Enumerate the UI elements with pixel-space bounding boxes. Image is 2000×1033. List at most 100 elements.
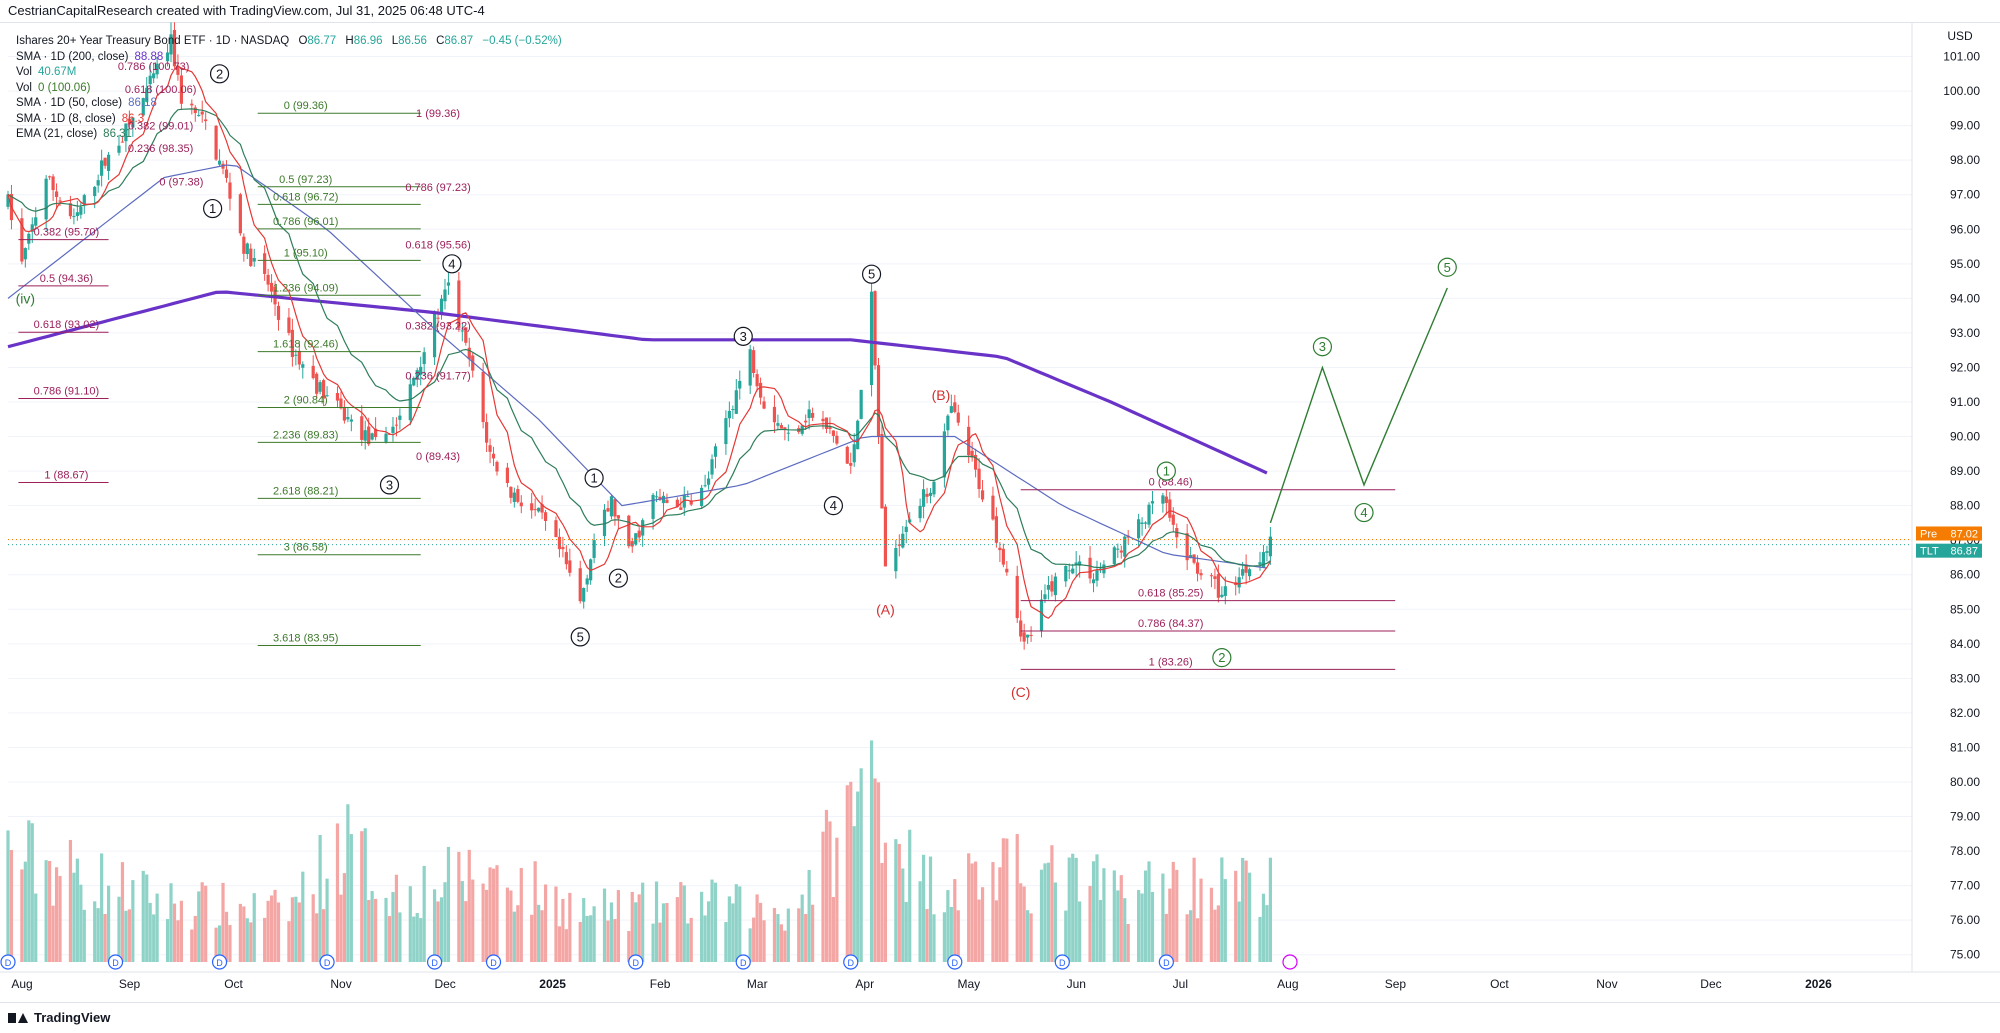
dividend-icon[interactable] [107, 954, 124, 970]
volume-bar [190, 929, 194, 962]
y-tick-label: 89.00 [1950, 464, 1980, 478]
legend-indicator-row[interactable]: SMA · 1D (200, close) 88.88 [16, 50, 562, 66]
volume-bar [1147, 861, 1151, 962]
legend-indicator-row[interactable]: SMA · 1D (50, close) 86.18 [16, 96, 562, 112]
y-tick-label: 93.00 [1950, 326, 1980, 340]
candle-body [859, 389, 863, 419]
fib-retracement[interactable]: 0 (88.46) 0.618 (85.25) 0.786 (84.37) 1 (83… [1020, 477, 1396, 670]
volume-bar [1216, 905, 1220, 962]
candle-body [93, 186, 97, 197]
candle-body [835, 435, 839, 444]
volume-bar [686, 923, 690, 962]
x-tick-label: May [957, 977, 980, 991]
volume-bar [641, 882, 645, 962]
credit-text: CestrianCapitalResearch created with Tra… [8, 3, 485, 18]
volume-bar [1022, 886, 1026, 962]
fib-retracement[interactable]: 0 (99.36) 0.5 (97.23) 0.618 (96.72) 0.786 (… [257, 100, 421, 647]
top-credit-bar: CestrianCapitalResearch created with Tra… [0, 0, 2000, 23]
volume-bar [824, 809, 829, 962]
volume-bar [30, 823, 34, 962]
legend-indicator-row[interactable]: Vol 0 (100.06) [16, 81, 562, 97]
candle-body [1143, 522, 1148, 524]
dividend-icon[interactable] [426, 954, 443, 970]
candle-body [1095, 570, 1099, 581]
volume-bar [131, 880, 135, 962]
candle-body [1098, 568, 1103, 570]
dividend-icon[interactable] [1158, 954, 1174, 970]
candle-body [321, 380, 326, 399]
dividend-icon[interactable] [1054, 954, 1070, 970]
dividend-letter: D [216, 958, 223, 968]
legend-indicator-row[interactable]: EMA (21, close) 86.31 [16, 127, 562, 143]
dividend-icon[interactable] [319, 954, 335, 970]
tradingview-logo-icon [8, 1011, 28, 1025]
volume-bar [1088, 886, 1092, 962]
fib-retracement[interactable]: 0.382 (95.70) 0.5 (94.36) 0.618 (93.02) 0.7… [18, 227, 109, 483]
wave-label: 5 [577, 629, 584, 644]
volume-bar [956, 910, 960, 962]
candle-body [974, 454, 978, 470]
candle-body [245, 243, 249, 255]
fib-level-label: 2.236 (89.83) [273, 429, 338, 441]
candle-body [1237, 577, 1241, 588]
volume-bar [79, 884, 83, 962]
volume-bar [221, 882, 225, 962]
candle-body [263, 253, 267, 274]
candle-body [661, 495, 666, 504]
candle-body [155, 63, 159, 75]
candle-body [1171, 514, 1175, 525]
symbol-title: Ishares 20+ Year Treasury Bond ETF · 1D … [16, 35, 290, 47]
candle-body [44, 178, 48, 220]
candle-body [613, 499, 617, 517]
y-tick-label: 75.00 [1950, 948, 1980, 962]
price-tag-label: TLT [1920, 546, 1939, 558]
candle-body [519, 502, 523, 507]
price-chart[interactable]: 0 (99.36) 0.5 (97.23) 0.618 (96.72) 0.786 (… [0, 22, 2000, 1002]
volume-bar [509, 890, 513, 962]
dividend-icon[interactable] [735, 954, 751, 970]
volume-bar [1241, 857, 1245, 962]
candle-body [932, 481, 936, 495]
candles [6, 22, 1272, 650]
volume-bar [398, 912, 402, 962]
fib-level-label: 3 (86.58) [284, 542, 328, 554]
candle-body [481, 371, 485, 423]
legend-indicator-row[interactable]: SMA · 1D (8, close) 86.3 [16, 112, 562, 128]
volume-bar [897, 843, 901, 962]
dividend-icon[interactable] [843, 954, 859, 970]
candle-body [360, 416, 364, 440]
dividend-letter: D [112, 958, 119, 968]
indicator-value: 40.67M [38, 66, 77, 78]
legend-indicator-row[interactable]: Vol 40.67M [16, 65, 562, 81]
candle-body [72, 216, 76, 218]
dividend-icon[interactable] [0, 954, 16, 970]
candle-body [821, 418, 825, 422]
candle-body [148, 75, 152, 85]
sma-50-line [7, 164, 1267, 569]
dividend-icon[interactable] [947, 954, 963, 970]
tradingview-logo[interactable]: TradingView [8, 1010, 110, 1025]
ohlc-close: 86.87 [444, 35, 474, 47]
volume-bar [103, 914, 107, 962]
earnings-lightning-icon[interactable] [1282, 954, 1298, 970]
dividend-icon[interactable] [485, 954, 502, 970]
dividend-icon[interactable] [211, 954, 228, 970]
volume-bar [27, 820, 31, 962]
dividend-icon[interactable] [628, 954, 644, 970]
volume-bar [297, 902, 301, 962]
volume-bar [869, 740, 874, 962]
ohlc-high-label: H [345, 35, 354, 47]
candle-body [200, 111, 204, 115]
candle-body [991, 495, 995, 520]
candle-body [1213, 576, 1217, 579]
candle-body [1223, 586, 1227, 596]
candle-body [616, 515, 620, 519]
y-tick-label: 78.00 [1950, 844, 1980, 858]
volume-bar [797, 908, 801, 962]
dividend-letter: D [848, 958, 855, 968]
y-tick-label: 85.00 [1950, 602, 1980, 616]
wave-projection-path[interactable] [1269, 287, 1448, 524]
candle-body [172, 30, 177, 67]
wave-label-circle [733, 326, 753, 346]
volume-bar [894, 839, 898, 962]
